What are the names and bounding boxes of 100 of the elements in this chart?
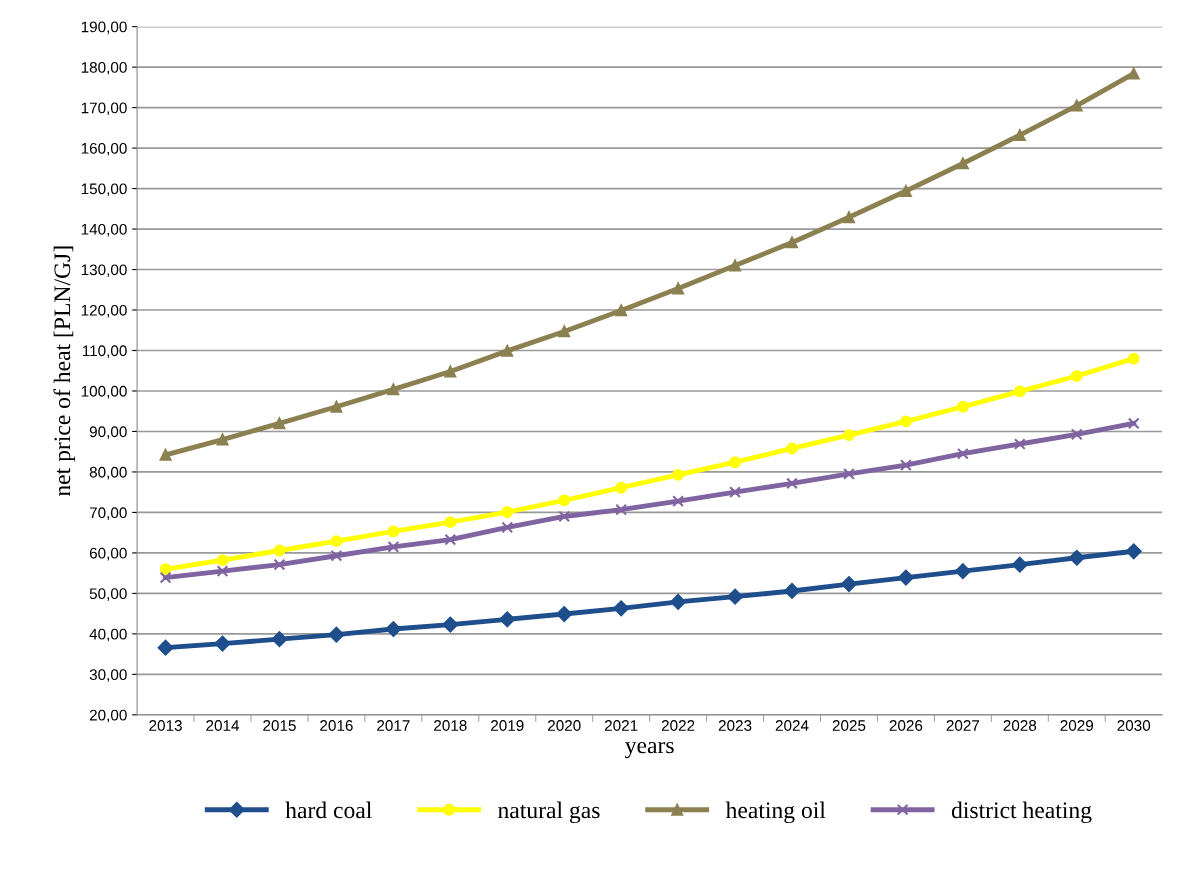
- point: [330, 400, 343, 413]
- point: [273, 558, 286, 571]
- y-axis-title: net price of heat [PLN/GJ]: [53, 246, 76, 497]
- y-tick-label: 180,00: [81, 61, 127, 75]
- x-tick-label: 2018: [434, 720, 467, 731]
- point: [786, 477, 798, 490]
- x-tick-label: 2013: [149, 720, 182, 731]
- point: [954, 563, 971, 580]
- y-tick-label: 90,00: [89, 426, 127, 439]
- point: [273, 544, 286, 557]
- y-tick-label: 150,00: [81, 183, 127, 197]
- legend-label: natural gas: [498, 801, 600, 824]
- point: [615, 304, 628, 317]
- x-tick-label: 2028: [1003, 720, 1037, 731]
- point: [501, 521, 514, 534]
- point: [1127, 352, 1140, 365]
- x-tick-label: 2019: [491, 720, 524, 731]
- y-tick-label: 190,00: [81, 21, 127, 35]
- point: [159, 571, 172, 584]
- point: [1127, 417, 1140, 430]
- point: [1125, 543, 1142, 560]
- point: [501, 506, 514, 518]
- point: [330, 549, 343, 562]
- point: [1013, 438, 1026, 450]
- y-tick-label: 100,00: [81, 385, 127, 399]
- x-tick-label: 2026: [889, 720, 923, 731]
- y-tick-label: 30,00: [89, 669, 127, 682]
- point: [159, 563, 172, 576]
- point: [499, 611, 516, 628]
- point: [1068, 549, 1085, 566]
- y-tick-label: 20,00: [89, 709, 127, 723]
- point: [900, 415, 912, 428]
- y-tick-label: 60,00: [89, 547, 127, 561]
- point: [1070, 99, 1083, 112]
- y-tick-label: 130,00: [81, 264, 127, 278]
- point: [444, 516, 457, 529]
- point: [385, 621, 402, 637]
- x-tick-label: 2016: [320, 720, 353, 731]
- x-tick-label: 2027: [946, 720, 980, 731]
- point: [898, 569, 914, 586]
- point: [615, 481, 628, 494]
- x-axis-title: years: [625, 741, 674, 759]
- y-tick-label: 120,00: [81, 304, 127, 318]
- point: [271, 631, 288, 648]
- point: [670, 593, 687, 610]
- x-tick-label: 2017: [377, 720, 410, 731]
- point: [843, 211, 855, 224]
- point: [556, 606, 573, 622]
- point: [956, 157, 969, 170]
- point: [843, 468, 855, 480]
- point: [216, 433, 229, 446]
- point: [672, 468, 685, 481]
- point: [387, 540, 400, 553]
- x-tick-label: 2015: [263, 720, 296, 731]
- point: [1011, 556, 1028, 573]
- point: [330, 535, 343, 548]
- point: [672, 282, 685, 295]
- point: [558, 494, 571, 507]
- point: [841, 576, 857, 592]
- point: [729, 486, 741, 499]
- point: [387, 383, 400, 396]
- y-tick-label: 40,00: [89, 628, 127, 642]
- x-tick-label: 2021: [604, 720, 638, 731]
- x-tick-label: 2024: [775, 720, 809, 731]
- legend-label: hard coal: [285, 801, 372, 819]
- y-tick-label: 80,00: [89, 466, 127, 480]
- point: [558, 510, 571, 523]
- point: [615, 503, 628, 516]
- legend-label: heating oil: [725, 801, 826, 824]
- point: [558, 325, 571, 338]
- point: [216, 554, 229, 567]
- x-tick-label: 2029: [1060, 720, 1094, 731]
- x-tick-label: 2022: [661, 720, 695, 731]
- point: [442, 616, 459, 633]
- point: [729, 259, 741, 272]
- point: [613, 600, 630, 617]
- legend-label: district heating: [951, 801, 1092, 824]
- point: [214, 635, 231, 652]
- point: [273, 417, 286, 430]
- point: [956, 400, 969, 413]
- point: [786, 442, 798, 455]
- point: [387, 525, 400, 538]
- point: [328, 626, 345, 643]
- y-tick-label: 50,00: [89, 588, 127, 601]
- x-tick-label: 2020: [547, 720, 581, 731]
- point: [843, 429, 855, 442]
- point: [1070, 370, 1083, 382]
- point: [1070, 428, 1083, 441]
- point: [216, 565, 229, 578]
- point: [784, 583, 800, 599]
- x-tick-label: 2025: [832, 720, 866, 731]
- x-tick-label: 2023: [718, 720, 752, 731]
- y-tick-label: 70,00: [89, 507, 127, 520]
- y-tick-label: 110,00: [82, 345, 127, 358]
- x-tick-label: 2014: [206, 720, 240, 731]
- y-tick-label: 170,00: [81, 102, 127, 116]
- point: [727, 588, 743, 605]
- point: [956, 447, 969, 460]
- point: [444, 365, 457, 378]
- point: [157, 639, 174, 656]
